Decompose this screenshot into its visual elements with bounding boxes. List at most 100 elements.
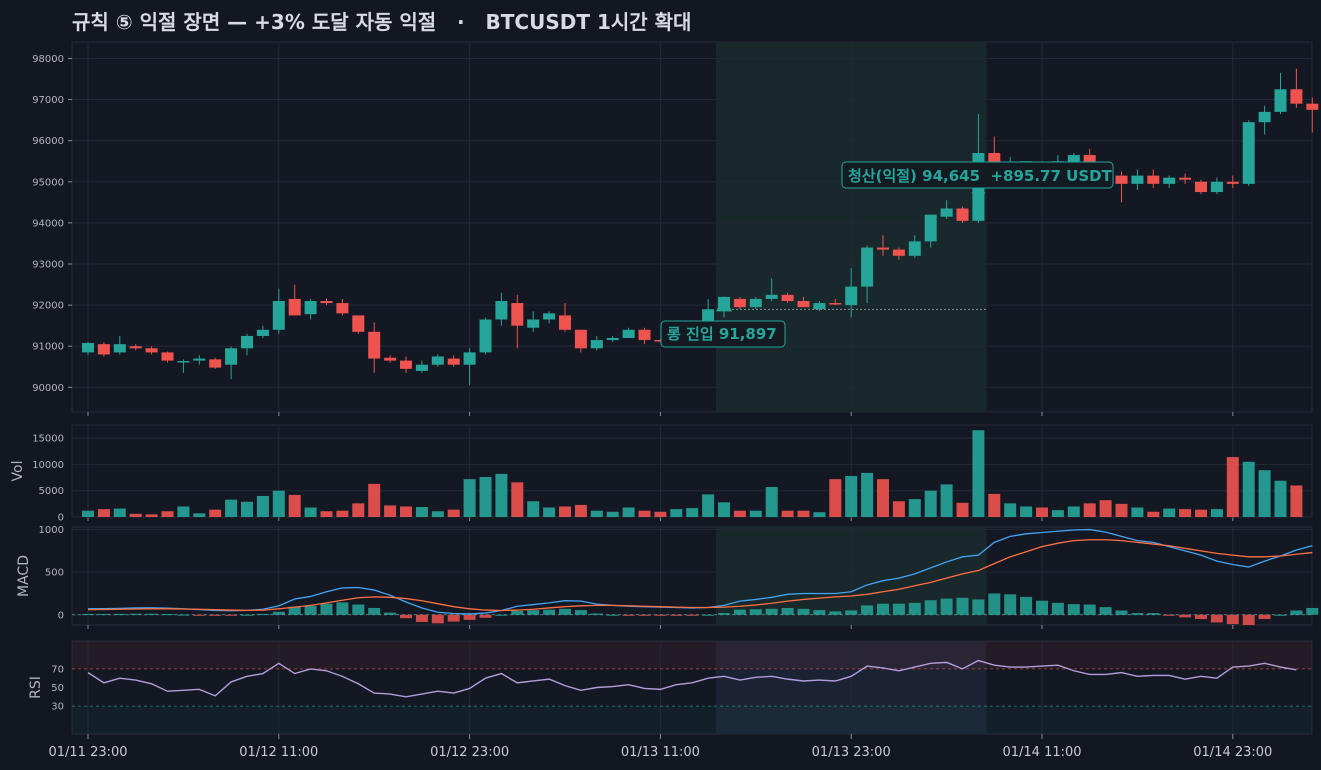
macd-histogram-bar bbox=[940, 598, 953, 615]
entry-label: 롱 진입 91,897 bbox=[667, 325, 777, 343]
macd-histogram-bar bbox=[145, 613, 158, 615]
macd-histogram-bar bbox=[272, 611, 285, 615]
macd-histogram-bar bbox=[113, 613, 126, 615]
macd-histogram-bar bbox=[1083, 604, 1096, 615]
candle bbox=[892, 249, 905, 256]
candle bbox=[1258, 111, 1271, 123]
macd-histogram-bar bbox=[845, 610, 858, 615]
macd-histogram-bar bbox=[431, 614, 444, 624]
macd-histogram-bar bbox=[956, 597, 969, 615]
macd-histogram-bar bbox=[352, 604, 365, 615]
candle bbox=[1195, 181, 1207, 193]
price-tick-label: 91000 bbox=[32, 342, 64, 353]
macd-histogram-bar bbox=[336, 602, 349, 615]
macd-histogram-bar bbox=[1163, 614, 1176, 616]
candle bbox=[384, 357, 397, 361]
volume-bar bbox=[606, 511, 619, 517]
candle bbox=[82, 342, 94, 353]
volume-bar bbox=[940, 484, 953, 517]
chart-title: 규칙 ⑤ 익절 장면 — +3% 도달 자동 익절 · BTCUSDT 1시간 … bbox=[72, 10, 692, 34]
volume-bar bbox=[765, 487, 778, 517]
volume-bar bbox=[638, 510, 651, 517]
candle bbox=[829, 303, 842, 305]
candle bbox=[1115, 175, 1128, 184]
macd-histogram-bar bbox=[193, 614, 206, 616]
exit-label-box bbox=[841, 161, 1114, 189]
macd-histogram-bar bbox=[527, 610, 540, 615]
volume-bar bbox=[400, 506, 412, 517]
macd-histogram-bar bbox=[1147, 613, 1160, 615]
candle bbox=[288, 298, 301, 316]
volume-bar bbox=[1083, 503, 1096, 517]
macd-histogram-bar bbox=[1020, 596, 1033, 615]
macd-histogram-bar bbox=[1131, 613, 1144, 615]
macd-histogram-bar bbox=[654, 614, 667, 616]
rsi-overbought-zone bbox=[72, 641, 1312, 669]
x-tick-label: 01/13 23:00 bbox=[812, 745, 891, 760]
volume-bar bbox=[733, 510, 746, 517]
macd-histogram-bar bbox=[797, 608, 810, 615]
price-tick-label: 92000 bbox=[32, 301, 64, 312]
volume-bar bbox=[749, 510, 762, 517]
volume-bar bbox=[908, 499, 921, 517]
macd-histogram-bar bbox=[129, 613, 142, 615]
volume-bar bbox=[1131, 507, 1144, 517]
exit-label: 청산(익절) 94,645 +895.77 USDT bbox=[848, 167, 1113, 185]
macd-histogram-bar bbox=[241, 614, 253, 616]
x-tick-label: 01/11 23:00 bbox=[48, 745, 127, 760]
price-tick-label: 98000 bbox=[32, 54, 64, 65]
volume-bar bbox=[1226, 457, 1239, 517]
macd-tick-label: 1000 bbox=[39, 525, 64, 536]
volume-bar bbox=[352, 503, 365, 517]
candle bbox=[97, 344, 110, 355]
volume-bar bbox=[1115, 503, 1128, 517]
candle bbox=[702, 309, 715, 324]
candle bbox=[559, 315, 571, 330]
macd-histogram-bar bbox=[718, 613, 730, 615]
volume-axis-label: Vol bbox=[10, 461, 26, 482]
candle bbox=[463, 352, 476, 365]
candle bbox=[1131, 175, 1144, 184]
macd-histogram-bar bbox=[400, 614, 412, 619]
volume-bar bbox=[1036, 507, 1048, 517]
macd-histogram-bar bbox=[288, 606, 301, 615]
candle bbox=[1147, 175, 1160, 184]
candle bbox=[368, 331, 381, 359]
candle bbox=[1179, 177, 1192, 180]
volume-tick-label: 0 bbox=[58, 513, 64, 524]
volume-bar bbox=[590, 510, 603, 517]
volume-bar bbox=[82, 510, 94, 517]
candle bbox=[304, 301, 317, 315]
entry-marker bbox=[716, 296, 732, 312]
volume-bar bbox=[845, 475, 858, 517]
macd-histogram-bar bbox=[924, 600, 937, 615]
macd-histogram-bar bbox=[749, 609, 762, 615]
volume-bar bbox=[781, 510, 794, 517]
candle bbox=[1226, 181, 1239, 184]
macd-histogram-bar bbox=[686, 614, 699, 616]
price-tick-label: 90000 bbox=[32, 383, 64, 394]
macd-histogram-bar bbox=[415, 614, 428, 623]
volume-bar bbox=[988, 493, 1001, 517]
macd-histogram-bar bbox=[559, 608, 571, 615]
volume-bar bbox=[718, 502, 730, 517]
candle bbox=[256, 329, 269, 336]
candle bbox=[877, 247, 889, 250]
macd-histogram-bar bbox=[479, 614, 492, 618]
macd-histogram-bar bbox=[733, 609, 746, 615]
macd-histogram-bar bbox=[1067, 604, 1080, 615]
volume-bar bbox=[1020, 506, 1033, 517]
macd-histogram-bar bbox=[511, 610, 524, 615]
candle bbox=[845, 286, 858, 306]
volume-bar bbox=[1258, 470, 1271, 517]
volume-bar bbox=[97, 509, 110, 517]
candle bbox=[861, 247, 874, 287]
macd-histogram-bar bbox=[1099, 607, 1112, 615]
candle bbox=[431, 356, 444, 365]
candle bbox=[1210, 181, 1223, 193]
macd-histogram-bar bbox=[1036, 600, 1048, 615]
exit-marker bbox=[971, 192, 986, 205]
volume-bar bbox=[813, 512, 826, 517]
macd-histogram-bar bbox=[1115, 610, 1128, 615]
